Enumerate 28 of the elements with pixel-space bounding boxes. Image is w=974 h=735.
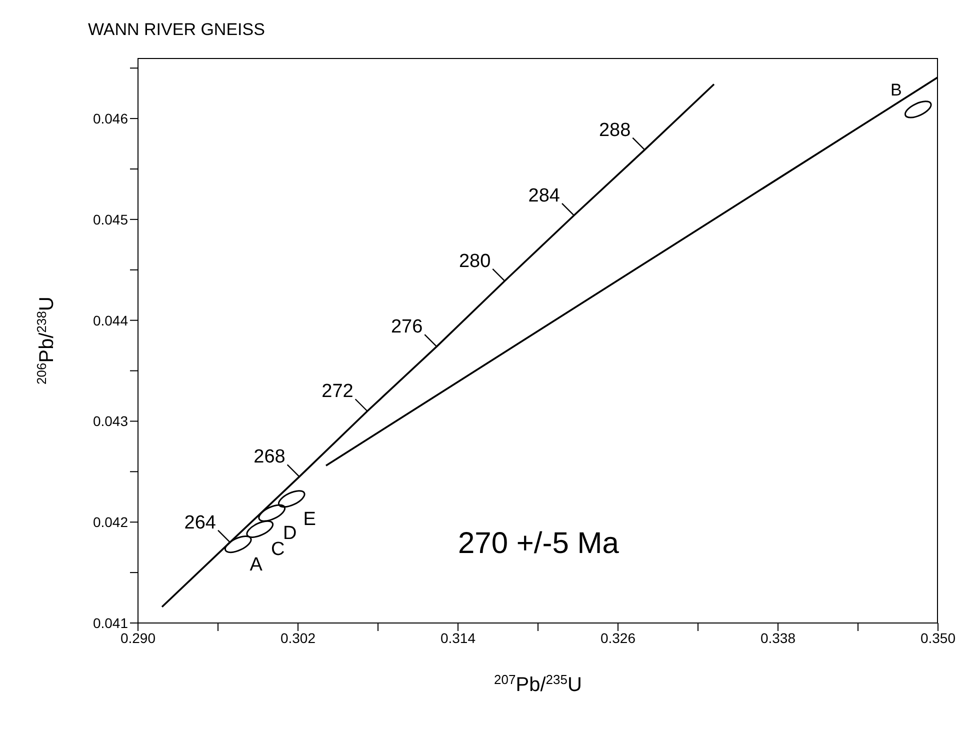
annotation: E <box>303 508 316 530</box>
x-axis-title: $^{207}$Pb/$^{235}$U <box>494 672 582 696</box>
x-tick-label: 0.326 <box>600 630 636 646</box>
annotation: C <box>271 539 285 560</box>
y-tick-label: 0.041 <box>92 614 128 631</box>
annotation: 280 <box>458 250 491 272</box>
line-series <box>161 83 715 608</box>
annotation: 284 <box>528 185 560 206</box>
annotation: D <box>283 523 297 544</box>
annotation: 270 +/-5 Ma <box>458 526 619 561</box>
y-tick-label: 0.042 <box>92 514 128 530</box>
y-tick-label: 0.043 <box>92 413 128 430</box>
annotation: 264 <box>184 512 216 534</box>
chart-title: WANN RIVER GNEISS <box>88 20 265 40</box>
annotation: 272 <box>322 381 354 402</box>
annotation: B <box>890 80 902 100</box>
y-tick-label: 0.044 <box>92 312 128 328</box>
annotation: A <box>250 554 263 576</box>
x-tick-label: 0.350 <box>920 630 956 646</box>
annotation: 276 <box>390 316 423 338</box>
x-tick-label: 0.302 <box>280 630 316 646</box>
annotation: 288 <box>598 120 631 141</box>
x-tick-label: 0.338 <box>760 630 796 646</box>
y-tick-label: 0.046 <box>92 110 128 127</box>
y-tick-label: 0.045 <box>92 211 128 228</box>
annotation: 268 <box>254 446 286 468</box>
x-tick-label: 0.290 <box>120 630 156 646</box>
x-tick-label: 0.314 <box>440 630 476 646</box>
